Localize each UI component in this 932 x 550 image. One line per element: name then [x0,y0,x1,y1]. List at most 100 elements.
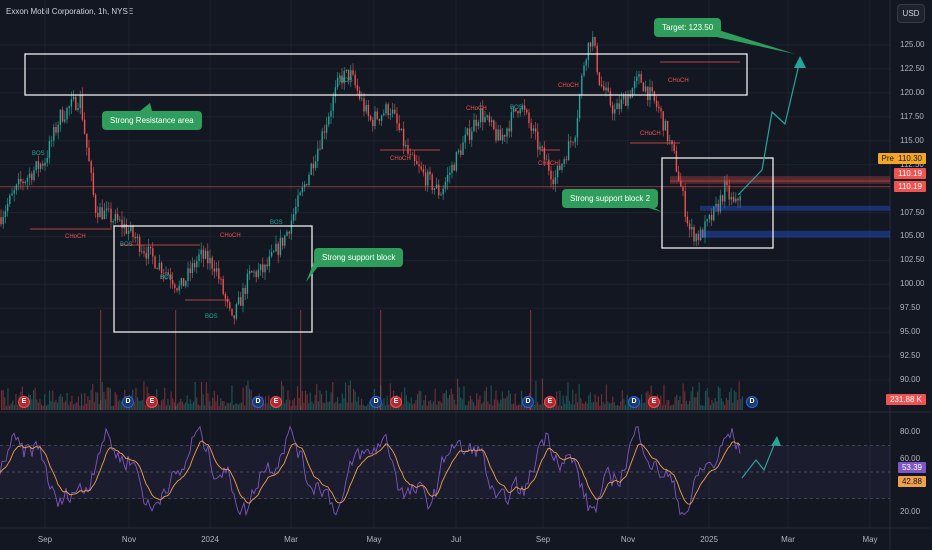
dividend-badge[interactable]: D [122,396,134,408]
volume-bar [647,391,649,410]
candle-body [147,246,150,259]
candle-body [57,124,59,133]
volume-bar [458,387,460,410]
price-axis-tick: 97.50 [900,303,921,313]
pre-market-label: Pre [877,153,898,164]
dividend-badge[interactable]: D [252,396,264,408]
candle-body [713,206,715,221]
volume-bar [237,404,239,410]
volume-bar [740,399,742,410]
candle-body [477,122,480,126]
volume-bar [141,399,143,410]
candle-body [629,94,631,98]
candle-body [548,159,550,171]
volume-bar [431,403,433,410]
volume-bar [645,392,647,410]
candle-body [556,165,559,178]
candle-body [495,129,497,141]
volume-bar [399,403,401,410]
volume-bar [484,391,486,410]
volume-bar [412,404,414,410]
volume-bar [564,403,566,410]
volume-bar [319,390,321,410]
volume-bar [735,391,737,410]
volume-bar [738,381,740,410]
volume-bar [730,387,732,410]
candle-body [704,221,706,238]
candle-body [39,163,42,169]
volume-bar [434,388,436,410]
volume-bar [271,405,273,410]
candle-body [46,158,48,163]
earnings-badge[interactable]: E [18,396,30,408]
volume-bar [729,392,731,410]
candle-body [37,161,40,169]
volume-bar [553,404,555,410]
dividend-badge[interactable]: D [522,396,534,408]
volume-bar [719,388,721,410]
earnings-badge[interactable]: E [270,396,282,408]
volume-bar [284,403,286,410]
volume-bar [501,391,503,410]
volume-bar [466,405,468,410]
structure-marker: CHoCH [558,83,579,89]
candle-body [552,179,554,184]
volume-bar [287,390,289,410]
callout-pointer [306,262,320,282]
volume-bar [641,394,643,410]
volume-bar [514,393,516,410]
candle-body [20,178,22,182]
volume-bar [733,390,735,410]
volume-bar [293,397,295,410]
dividend-badge[interactable]: D [628,396,640,408]
candle-body [229,302,231,309]
earnings-badge[interactable]: E [146,396,158,408]
candle-body [297,195,299,207]
volume-bar [175,310,177,410]
volume-bar [714,397,716,410]
candle-body [510,112,513,132]
candle-body [587,42,590,60]
earnings-badge[interactable]: E [544,396,556,408]
volume-bar [185,402,187,410]
candle-body [427,171,429,186]
volume-bar [289,399,291,410]
candle-body [55,127,57,133]
volume-bar [105,399,107,410]
dividend-badge[interactable]: D [370,396,382,408]
candle-body [462,142,464,155]
volume-bar [89,400,91,410]
volume-bar [204,405,206,410]
time-axis-tick: 2025 [700,535,718,544]
candle-body [156,268,158,270]
volume-bar [202,394,204,410]
candle-body [361,98,363,100]
candle-body [15,184,18,191]
candle-body [666,120,669,142]
volume-bar [506,396,508,410]
candle-body [460,150,462,155]
volume-bar [669,405,671,410]
volume-bar [433,401,435,410]
candle-body [515,108,517,112]
candle-body [94,194,97,213]
volume-bar [508,390,510,410]
candle-body [136,236,139,239]
volume-bar [562,395,564,410]
candle-body [508,128,510,132]
volume-bar [439,400,441,410]
earnings-badge[interactable]: E [390,396,402,408]
candle-body [394,109,396,114]
candle-body [24,181,26,184]
candle-body [345,69,348,72]
dividend-badge[interactable]: D [746,396,758,408]
earnings-badge[interactable]: E [648,396,660,408]
currency-button[interactable]: USD [897,4,925,23]
candle-body [222,278,224,294]
candle-body [70,99,73,107]
volume-bar [317,401,319,410]
volume-bar [9,405,11,410]
candle-body [125,224,128,234]
order-block-zone [670,179,890,184]
